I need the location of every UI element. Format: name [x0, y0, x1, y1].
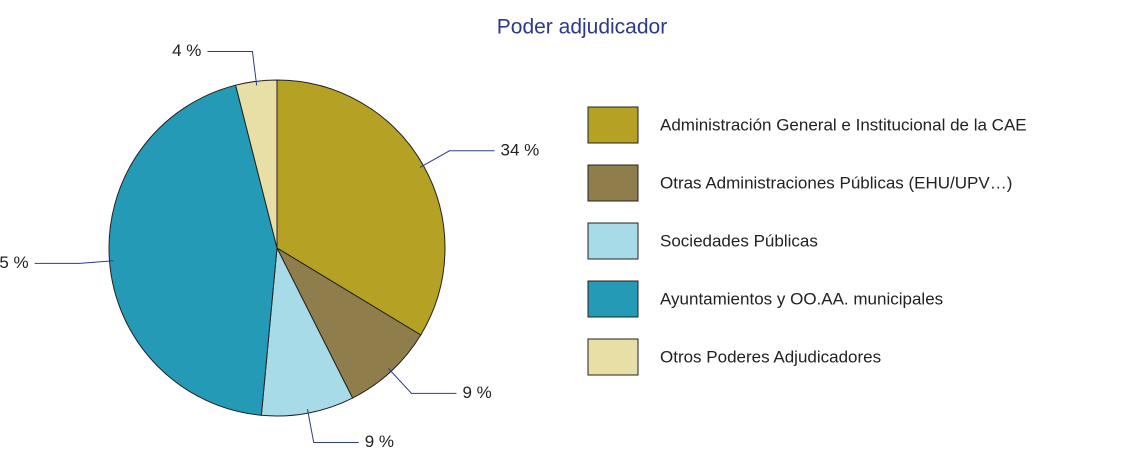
legend-label: Sociedades Públicas	[660, 231, 818, 250]
legend-swatch	[587, 338, 639, 376]
leader-line	[306, 409, 359, 444]
legend-label: Otras Administraciones Públicas (EHU/UPV…	[660, 173, 1012, 192]
legend-label: Administración General e Institucional d…	[660, 115, 1027, 134]
leader-line	[419, 150, 495, 168]
leader-line	[34, 260, 114, 264]
data-label: 45 %	[0, 253, 29, 272]
legend-swatch	[587, 222, 639, 260]
data-label: 9 %	[462, 383, 491, 402]
leader-line	[388, 368, 457, 394]
data-label: 4 %	[172, 41, 201, 60]
legend-swatch	[587, 106, 639, 144]
leader-line	[207, 51, 258, 86]
chart-title: Poder adjudicador	[497, 16, 667, 39]
legend-label: Ayuntamientos y OO.AA. municipales	[660, 289, 943, 308]
legend-label: Otros Poderes Adjudicadores	[660, 347, 881, 366]
data-label: 9 %	[365, 432, 394, 451]
legend-swatch	[587, 280, 639, 318]
legend-swatch	[587, 164, 639, 202]
data-label: 34 %	[500, 140, 539, 159]
